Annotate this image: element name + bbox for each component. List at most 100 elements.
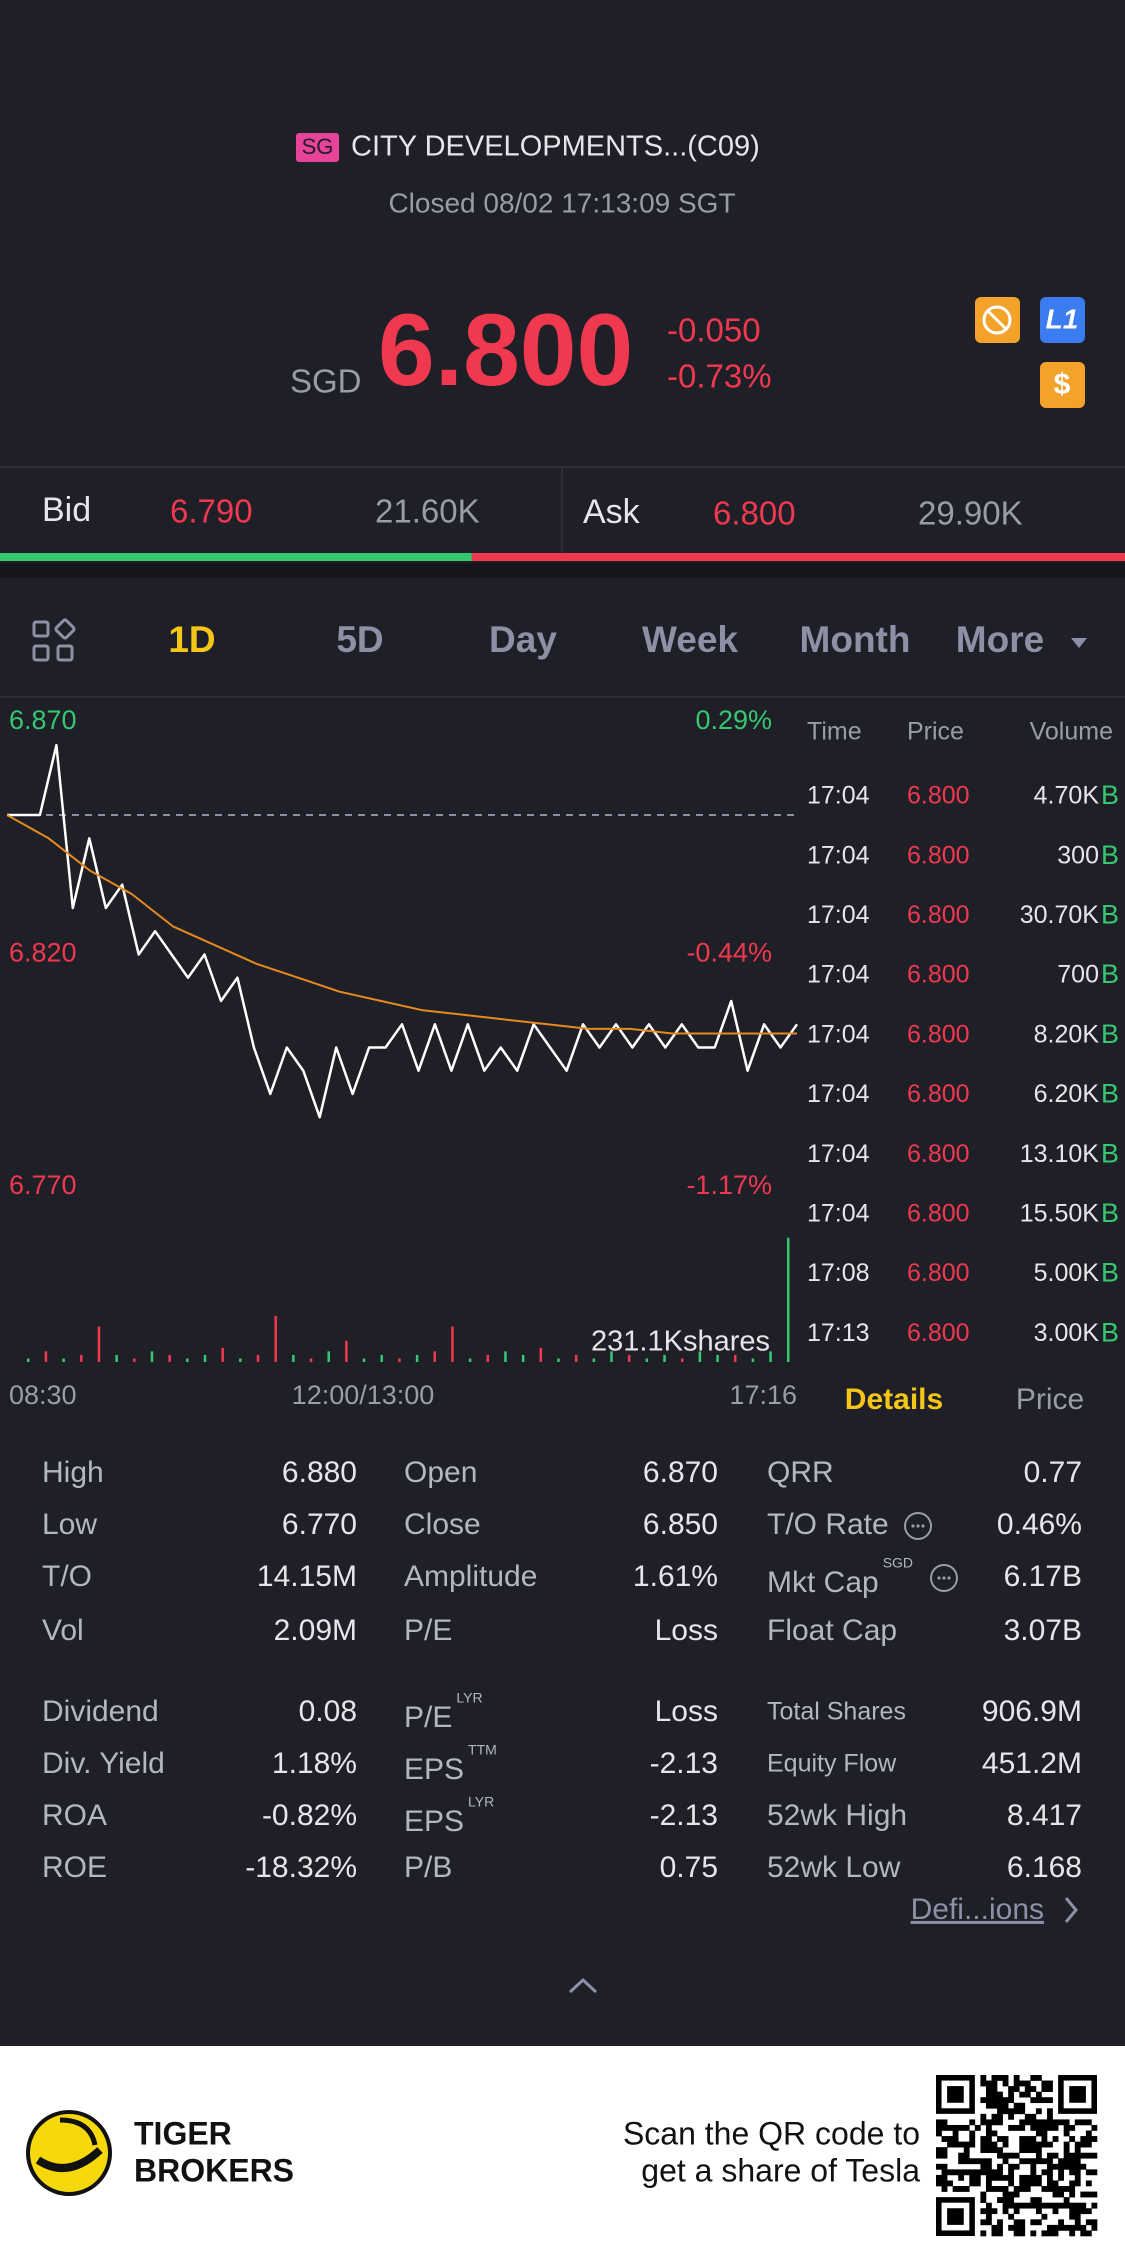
- qr-module: [1030, 2174, 1037, 2181]
- info-icon[interactable]: [930, 1564, 958, 1592]
- qr-module: [1047, 2158, 1053, 2165]
- table-header: Price: [907, 718, 964, 746]
- qr-module: [941, 2180, 948, 2187]
- qr-module: [974, 2180, 981, 2187]
- grid-icon[interactable]: [32, 618, 76, 662]
- stat-value: -0.82%: [262, 1799, 357, 1832]
- volume-bar: [80, 1354, 83, 1362]
- qr-module: [1019, 2108, 1026, 2115]
- stat-value: 3.07B: [1004, 1614, 1082, 1647]
- volume-bar: [539, 1347, 543, 1362]
- volume-bar: [292, 1354, 295, 1362]
- qr-module: [1013, 2163, 1020, 2170]
- tab[interactable]: More: [956, 619, 1044, 660]
- qr-module: [985, 2174, 992, 2181]
- qr-module: [1047, 2174, 1053, 2181]
- qr-module: [1063, 2130, 1070, 2137]
- detail-tab[interactable]: Details: [845, 1383, 943, 1416]
- dropdown-arrow[interactable]: [1071, 638, 1087, 648]
- volume-bar: [62, 1358, 65, 1362]
- tab[interactable]: Week: [642, 619, 738, 660]
- qr-module: [980, 2158, 987, 2165]
- icon[interactable]: [975, 297, 1020, 343]
- qr-module: [952, 2136, 959, 2142]
- qr-module: [1002, 2097, 1009, 2104]
- volume-bar: [680, 1358, 684, 1362]
- volume-bar: [327, 1351, 330, 1362]
- qr-module: [1002, 2141, 1009, 2148]
- qr-module: [1063, 2202, 1070, 2209]
- stat-label: P/E: [404, 1614, 452, 1647]
- qr-module: [1074, 2163, 1081, 2170]
- qr-module: [1030, 2141, 1037, 2148]
- qr-module: [1041, 2130, 1048, 2137]
- qr-module: [1080, 2119, 1087, 2126]
- badge-text: L1: [1046, 303, 1079, 334]
- qr-module: [1080, 2224, 1087, 2231]
- qr-module: [997, 2075, 1003, 2081]
- qr-module: [997, 2169, 1003, 2176]
- qr-module: [1035, 2130, 1042, 2137]
- info-icon[interactable]: [904, 1512, 932, 1540]
- dollar-badge[interactable]: [1040, 362, 1085, 408]
- chevron[interactable]: [1064, 1897, 1078, 1923]
- y-tick-label: 6.870: [9, 705, 77, 735]
- qr-module: [947, 2124, 953, 2131]
- trade-side: B: [1101, 840, 1119, 870]
- qr-module: [969, 2130, 976, 2137]
- ask-bar: [471, 553, 1125, 561]
- stat-label: Low: [42, 1508, 97, 1541]
- qr-module: [985, 2213, 992, 2220]
- qr-module: [1069, 2163, 1076, 2170]
- trade-side: B: [1101, 1079, 1119, 1109]
- qr-module: [991, 2113, 998, 2120]
- qr-module: [1091, 2191, 1098, 2198]
- qr-module: [963, 2158, 970, 2165]
- qr-module: [1002, 2080, 1009, 2087]
- trade-price: 6.800: [907, 961, 970, 989]
- level-badge[interactable]: [1040, 297, 1085, 343]
- expand-icon[interactable]: [568, 1977, 598, 1994]
- stock-name: CITY DEVELOPMENTS...(C09): [351, 131, 760, 163]
- qr-module: [1085, 2119, 1092, 2126]
- qr-module: [958, 2141, 965, 2148]
- volume-bar: [504, 1351, 507, 1362]
- tab[interactable]: 5D: [336, 619, 383, 660]
- qr-module: [1052, 2152, 1059, 2159]
- trade-side: B: [1101, 900, 1119, 930]
- qr-module: [947, 2141, 953, 2148]
- stat-superscript: SGD: [883, 1555, 913, 1571]
- qr-module: [963, 2152, 970, 2159]
- qr-module: [991, 2102, 998, 2109]
- tab[interactable]: Day: [489, 619, 557, 660]
- qr-module: [991, 2091, 998, 2098]
- definitions-link[interactable]: Defi...ions: [911, 1893, 1044, 1926]
- stat-value: -18.32%: [245, 1851, 357, 1884]
- stat-label: High: [42, 1456, 104, 1489]
- qr-module: [1091, 2124, 1098, 2131]
- tab[interactable]: 1D: [168, 619, 215, 660]
- qr-module: [1047, 2141, 1053, 2148]
- qr-module: [985, 2080, 992, 2087]
- stat-label: Open: [404, 1456, 477, 1489]
- qr-module: [1024, 2158, 1031, 2165]
- qr-module: [1013, 2186, 1020, 2192]
- stat-label: T/O Rate: [767, 1508, 889, 1541]
- qr-module: [1035, 2202, 1042, 2209]
- trade-volume: 700: [1057, 961, 1099, 989]
- volume-bar: [309, 1358, 313, 1362]
- qr-module: [1013, 2224, 1020, 2231]
- qr-module: [980, 2119, 987, 2126]
- qr-module: [1069, 2124, 1076, 2131]
- volume-bar: [698, 1351, 702, 1362]
- tab[interactable]: Month: [800, 619, 911, 660]
- qr-module: [963, 2169, 970, 2176]
- stat-label: T/O: [42, 1560, 92, 1593]
- stat-label: EPS: [404, 1805, 464, 1838]
- detail-tab[interactable]: Price: [1016, 1383, 1084, 1416]
- qr-module: [985, 2158, 992, 2165]
- qr-module: [936, 2163, 942, 2170]
- qr-module: [974, 2174, 981, 2181]
- qr-module: [1058, 2191, 1064, 2198]
